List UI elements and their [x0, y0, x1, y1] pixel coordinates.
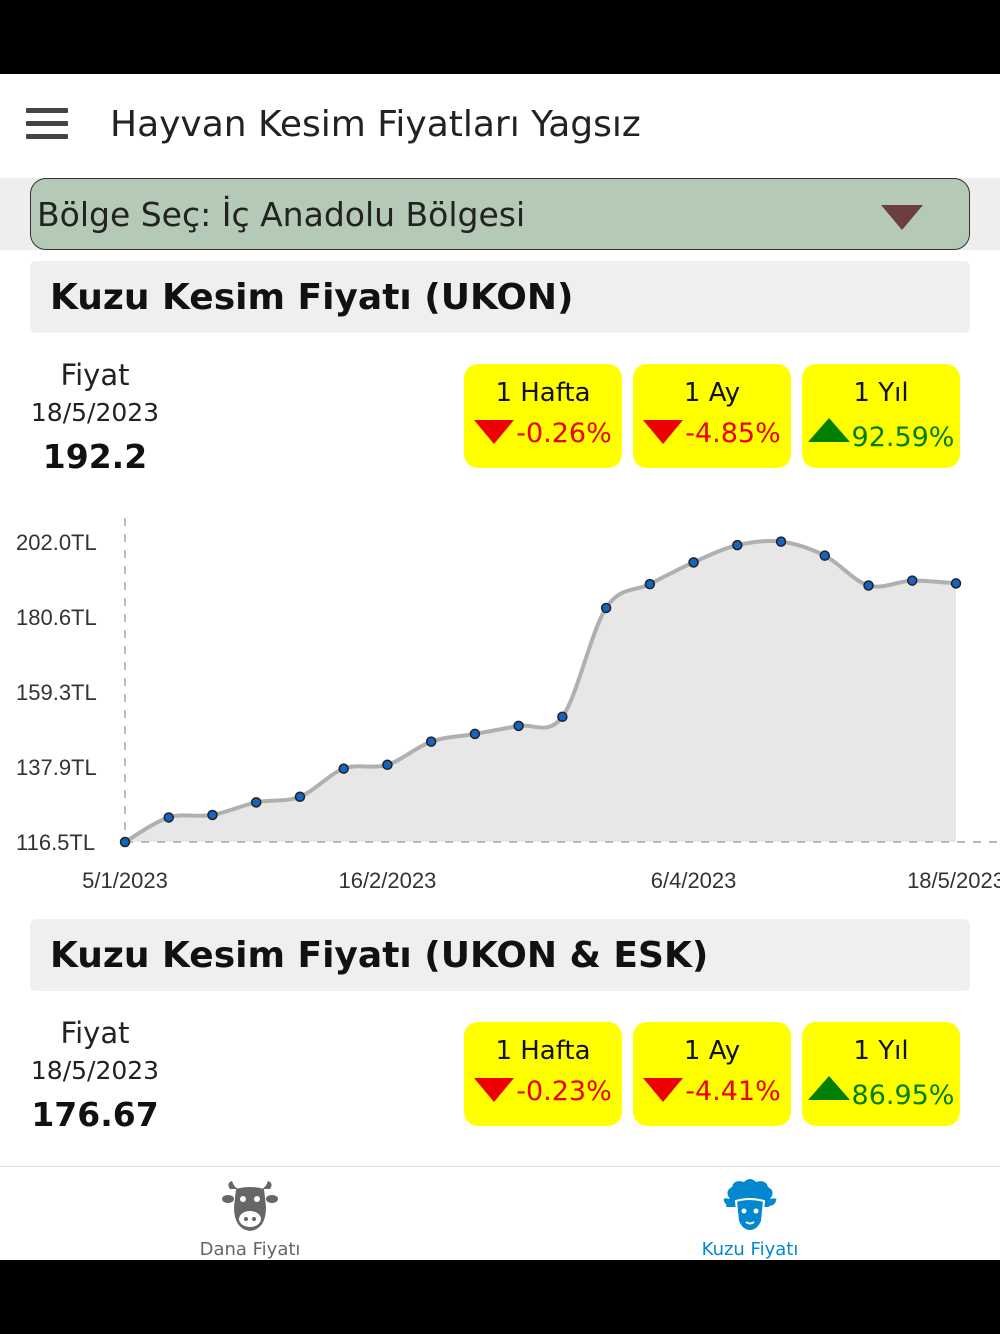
- price-block-ukon: Fiyat 18/5/2023 192.2: [0, 358, 190, 476]
- change-value: 92.59%: [851, 422, 955, 453]
- data-point: [775, 536, 787, 547]
- price-block-ukon-esk: Fiyat 18/5/2023 176.67: [0, 1016, 190, 1134]
- price-value: 192.2: [42, 437, 148, 476]
- app-screen: Hayvan Kesim Fiyatları Yagsız Bölge Seç:…: [0, 74, 1000, 1260]
- change-value: 86.95%: [851, 1080, 955, 1111]
- data-point: [338, 763, 349, 774]
- change-period: 1 Ay: [683, 378, 741, 408]
- change-card-week[interactable]: 1 Hafta -0.23%: [464, 1022, 622, 1126]
- region-select[interactable]: Bölge Seç: İç Anadolu Bölgesi: [30, 178, 970, 250]
- y-tick-label: 137.9TL: [16, 755, 97, 780]
- nav-label: Dana Fiyatı: [199, 1239, 301, 1260]
- dropdown-triangle-icon: [881, 205, 923, 230]
- data-point: [732, 539, 743, 551]
- data-point: [119, 836, 131, 848]
- hamburger-menu-icon[interactable]: [26, 108, 68, 140]
- change-value: -0.23%: [516, 1076, 612, 1107]
- cow-icon: [222, 1181, 278, 1231]
- data-point: [819, 550, 831, 561]
- data-point: [294, 791, 306, 802]
- section-header-ukon: Kuzu Kesim Fiyatı (UKON): [30, 261, 970, 333]
- nav-item-dana[interactable]: Dana Fiyatı: [0, 1167, 500, 1260]
- price-chart-svg: 202.0TL 180.6TL 159.3TL 137.9TL 116.5TL 5/1/2…: [16, 518, 1000, 893]
- price-date: 18/5/2023: [30, 1056, 160, 1085]
- data-point: [163, 812, 174, 823]
- price-date: 18/5/2023: [30, 398, 160, 427]
- app-title: Hayvan Kesim Fiyatları Yagsız: [110, 104, 641, 145]
- data-point: [600, 602, 612, 614]
- arrow-up-icon: [807, 1076, 850, 1100]
- change-value: -4.85%: [685, 418, 781, 449]
- data-point: [513, 720, 524, 732]
- data-point: [907, 575, 918, 586]
- change-period: 1 Yıl: [853, 1036, 909, 1066]
- change-card-month[interactable]: 1 Ay -4.41%: [633, 1022, 791, 1126]
- price-label: Fiyat: [60, 1016, 130, 1050]
- data-point: [688, 557, 699, 568]
- y-tick-label: 159.3TL: [16, 680, 97, 705]
- data-point: [425, 736, 437, 747]
- change-card-year[interactable]: 1 Yıl 92.59%: [802, 364, 960, 468]
- x-tick-label: 5/1/2023: [82, 868, 168, 893]
- change-period: 1 Yıl: [853, 378, 909, 408]
- data-point: [644, 578, 656, 590]
- data-point: [863, 580, 874, 591]
- section-title: Kuzu Kesim Fiyatı (UKON & ESK): [50, 935, 709, 976]
- change-value: -0.26%: [516, 418, 612, 449]
- data-point: [469, 728, 481, 740]
- sheep-icon: [723, 1179, 777, 1233]
- arrow-down-icon: [643, 420, 684, 444]
- data-point: [950, 578, 962, 589]
- change-period: 1 Ay: [683, 1036, 741, 1066]
- x-tick-label: 18/5/2023: [907, 868, 1000, 893]
- y-tick-label: 180.6TL: [16, 605, 97, 630]
- nav-item-kuzu[interactable]: Kuzu Fiyatı: [500, 1167, 1000, 1260]
- region-label: Bölge Seç: İç Anadolu Bölgesi: [37, 195, 526, 234]
- x-tick-label: 16/2/2023: [338, 868, 436, 893]
- arrow-down-icon: [474, 420, 515, 444]
- arrow-down-icon: [474, 1078, 515, 1102]
- chart-area-fill: [125, 540, 956, 842]
- change-value: -4.41%: [685, 1076, 781, 1107]
- y-tick-label: 116.5TL: [16, 830, 95, 855]
- arrow-down-icon: [643, 1078, 684, 1102]
- price-value: 176.67: [31, 1095, 159, 1134]
- section-title: Kuzu Kesim Fiyatı (UKON): [50, 277, 574, 318]
- bottom-navigation: Dana Fiyatı Kuzu Fiyatı: [0, 1166, 1000, 1260]
- nav-label: Kuzu Fiyatı: [701, 1239, 799, 1260]
- data-point: [557, 711, 568, 722]
- section-header-ukon-esk: Kuzu Kesim Fiyatı (UKON & ESK): [30, 919, 970, 991]
- data-point: [382, 759, 393, 771]
- y-tick-label: 202.0TL: [16, 530, 97, 555]
- change-period: 1 Hafta: [495, 378, 591, 408]
- price-chart[interactable]: 202.0TL 180.6TL 159.3TL 137.9TL 116.5TL 5/1/2…: [0, 518, 1000, 908]
- x-tick-label: 6/4/2023: [651, 868, 737, 893]
- arrow-up-icon: [807, 418, 850, 442]
- change-period: 1 Hafta: [495, 1036, 591, 1066]
- change-card-year[interactable]: 1 Yıl 86.95%: [802, 1022, 960, 1126]
- change-card-month[interactable]: 1 Ay -4.85%: [633, 364, 791, 468]
- series-line: [123, 538, 957, 844]
- data-point: [250, 797, 262, 808]
- data-point: [207, 809, 218, 821]
- app-bar: Hayvan Kesim Fiyatları Yagsız: [0, 74, 1000, 178]
- price-label: Fiyat: [60, 358, 130, 392]
- change-card-week[interactable]: 1 Hafta -0.26%: [464, 364, 622, 468]
